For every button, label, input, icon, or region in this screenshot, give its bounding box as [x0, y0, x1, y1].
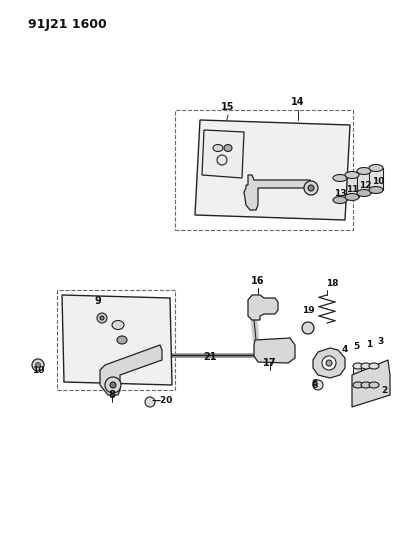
Text: 4: 4 — [342, 345, 348, 354]
Bar — [369, 366, 379, 385]
Text: —20: —20 — [152, 396, 173, 405]
Circle shape — [97, 313, 107, 323]
Ellipse shape — [369, 187, 383, 193]
Text: 10: 10 — [32, 366, 44, 375]
Circle shape — [322, 356, 336, 370]
Circle shape — [36, 362, 41, 367]
Ellipse shape — [369, 165, 383, 172]
Circle shape — [326, 360, 332, 366]
Circle shape — [304, 181, 318, 195]
Text: 6: 6 — [312, 379, 318, 388]
Circle shape — [105, 377, 121, 393]
Bar — [345, 175, 359, 197]
Ellipse shape — [117, 336, 127, 344]
Text: 2: 2 — [381, 386, 387, 395]
Circle shape — [313, 380, 323, 390]
Bar — [361, 366, 371, 385]
Polygon shape — [100, 345, 162, 395]
Text: 12: 12 — [359, 181, 371, 190]
Bar — [353, 366, 363, 385]
Polygon shape — [62, 295, 172, 385]
Text: 1: 1 — [366, 340, 372, 349]
Circle shape — [100, 316, 104, 320]
Bar — [369, 168, 383, 190]
Text: 11: 11 — [346, 185, 358, 194]
Text: 16: 16 — [251, 276, 265, 286]
Bar — [57, 290, 175, 390]
Ellipse shape — [361, 363, 371, 369]
Text: 21: 21 — [203, 352, 217, 362]
Text: 10: 10 — [372, 177, 384, 186]
Text: 18: 18 — [326, 279, 338, 288]
Circle shape — [110, 382, 116, 388]
Polygon shape — [248, 295, 278, 320]
Text: 14: 14 — [291, 97, 305, 107]
Ellipse shape — [112, 320, 124, 329]
Ellipse shape — [345, 172, 359, 179]
Polygon shape — [244, 175, 314, 210]
Polygon shape — [202, 130, 244, 178]
Text: 15: 15 — [221, 102, 235, 112]
Polygon shape — [195, 120, 350, 220]
Ellipse shape — [369, 382, 379, 388]
Text: 17: 17 — [263, 358, 277, 368]
Ellipse shape — [357, 167, 371, 174]
Text: 91J21 1600: 91J21 1600 — [28, 18, 107, 31]
Ellipse shape — [345, 193, 359, 200]
Bar — [175, 110, 353, 230]
Text: 8: 8 — [109, 390, 115, 400]
Ellipse shape — [224, 144, 232, 151]
Ellipse shape — [361, 382, 371, 388]
Text: 9: 9 — [95, 296, 101, 306]
Circle shape — [302, 322, 314, 334]
Circle shape — [308, 185, 314, 191]
Bar — [357, 171, 371, 193]
Bar — [265, 350, 283, 358]
Ellipse shape — [333, 174, 347, 182]
Text: 5: 5 — [353, 342, 359, 351]
Circle shape — [145, 397, 155, 407]
Text: 3: 3 — [378, 337, 384, 346]
Ellipse shape — [353, 382, 363, 388]
Ellipse shape — [213, 144, 223, 151]
Text: 19: 19 — [302, 306, 314, 315]
Polygon shape — [254, 338, 295, 363]
Ellipse shape — [353, 363, 363, 369]
Polygon shape — [313, 348, 345, 378]
Ellipse shape — [357, 190, 371, 197]
Ellipse shape — [369, 363, 379, 369]
Text: 13: 13 — [334, 189, 346, 198]
Text: 6: 6 — [312, 381, 318, 390]
Bar — [333, 178, 347, 200]
Circle shape — [32, 359, 44, 371]
Polygon shape — [352, 360, 390, 407]
Ellipse shape — [333, 197, 347, 204]
